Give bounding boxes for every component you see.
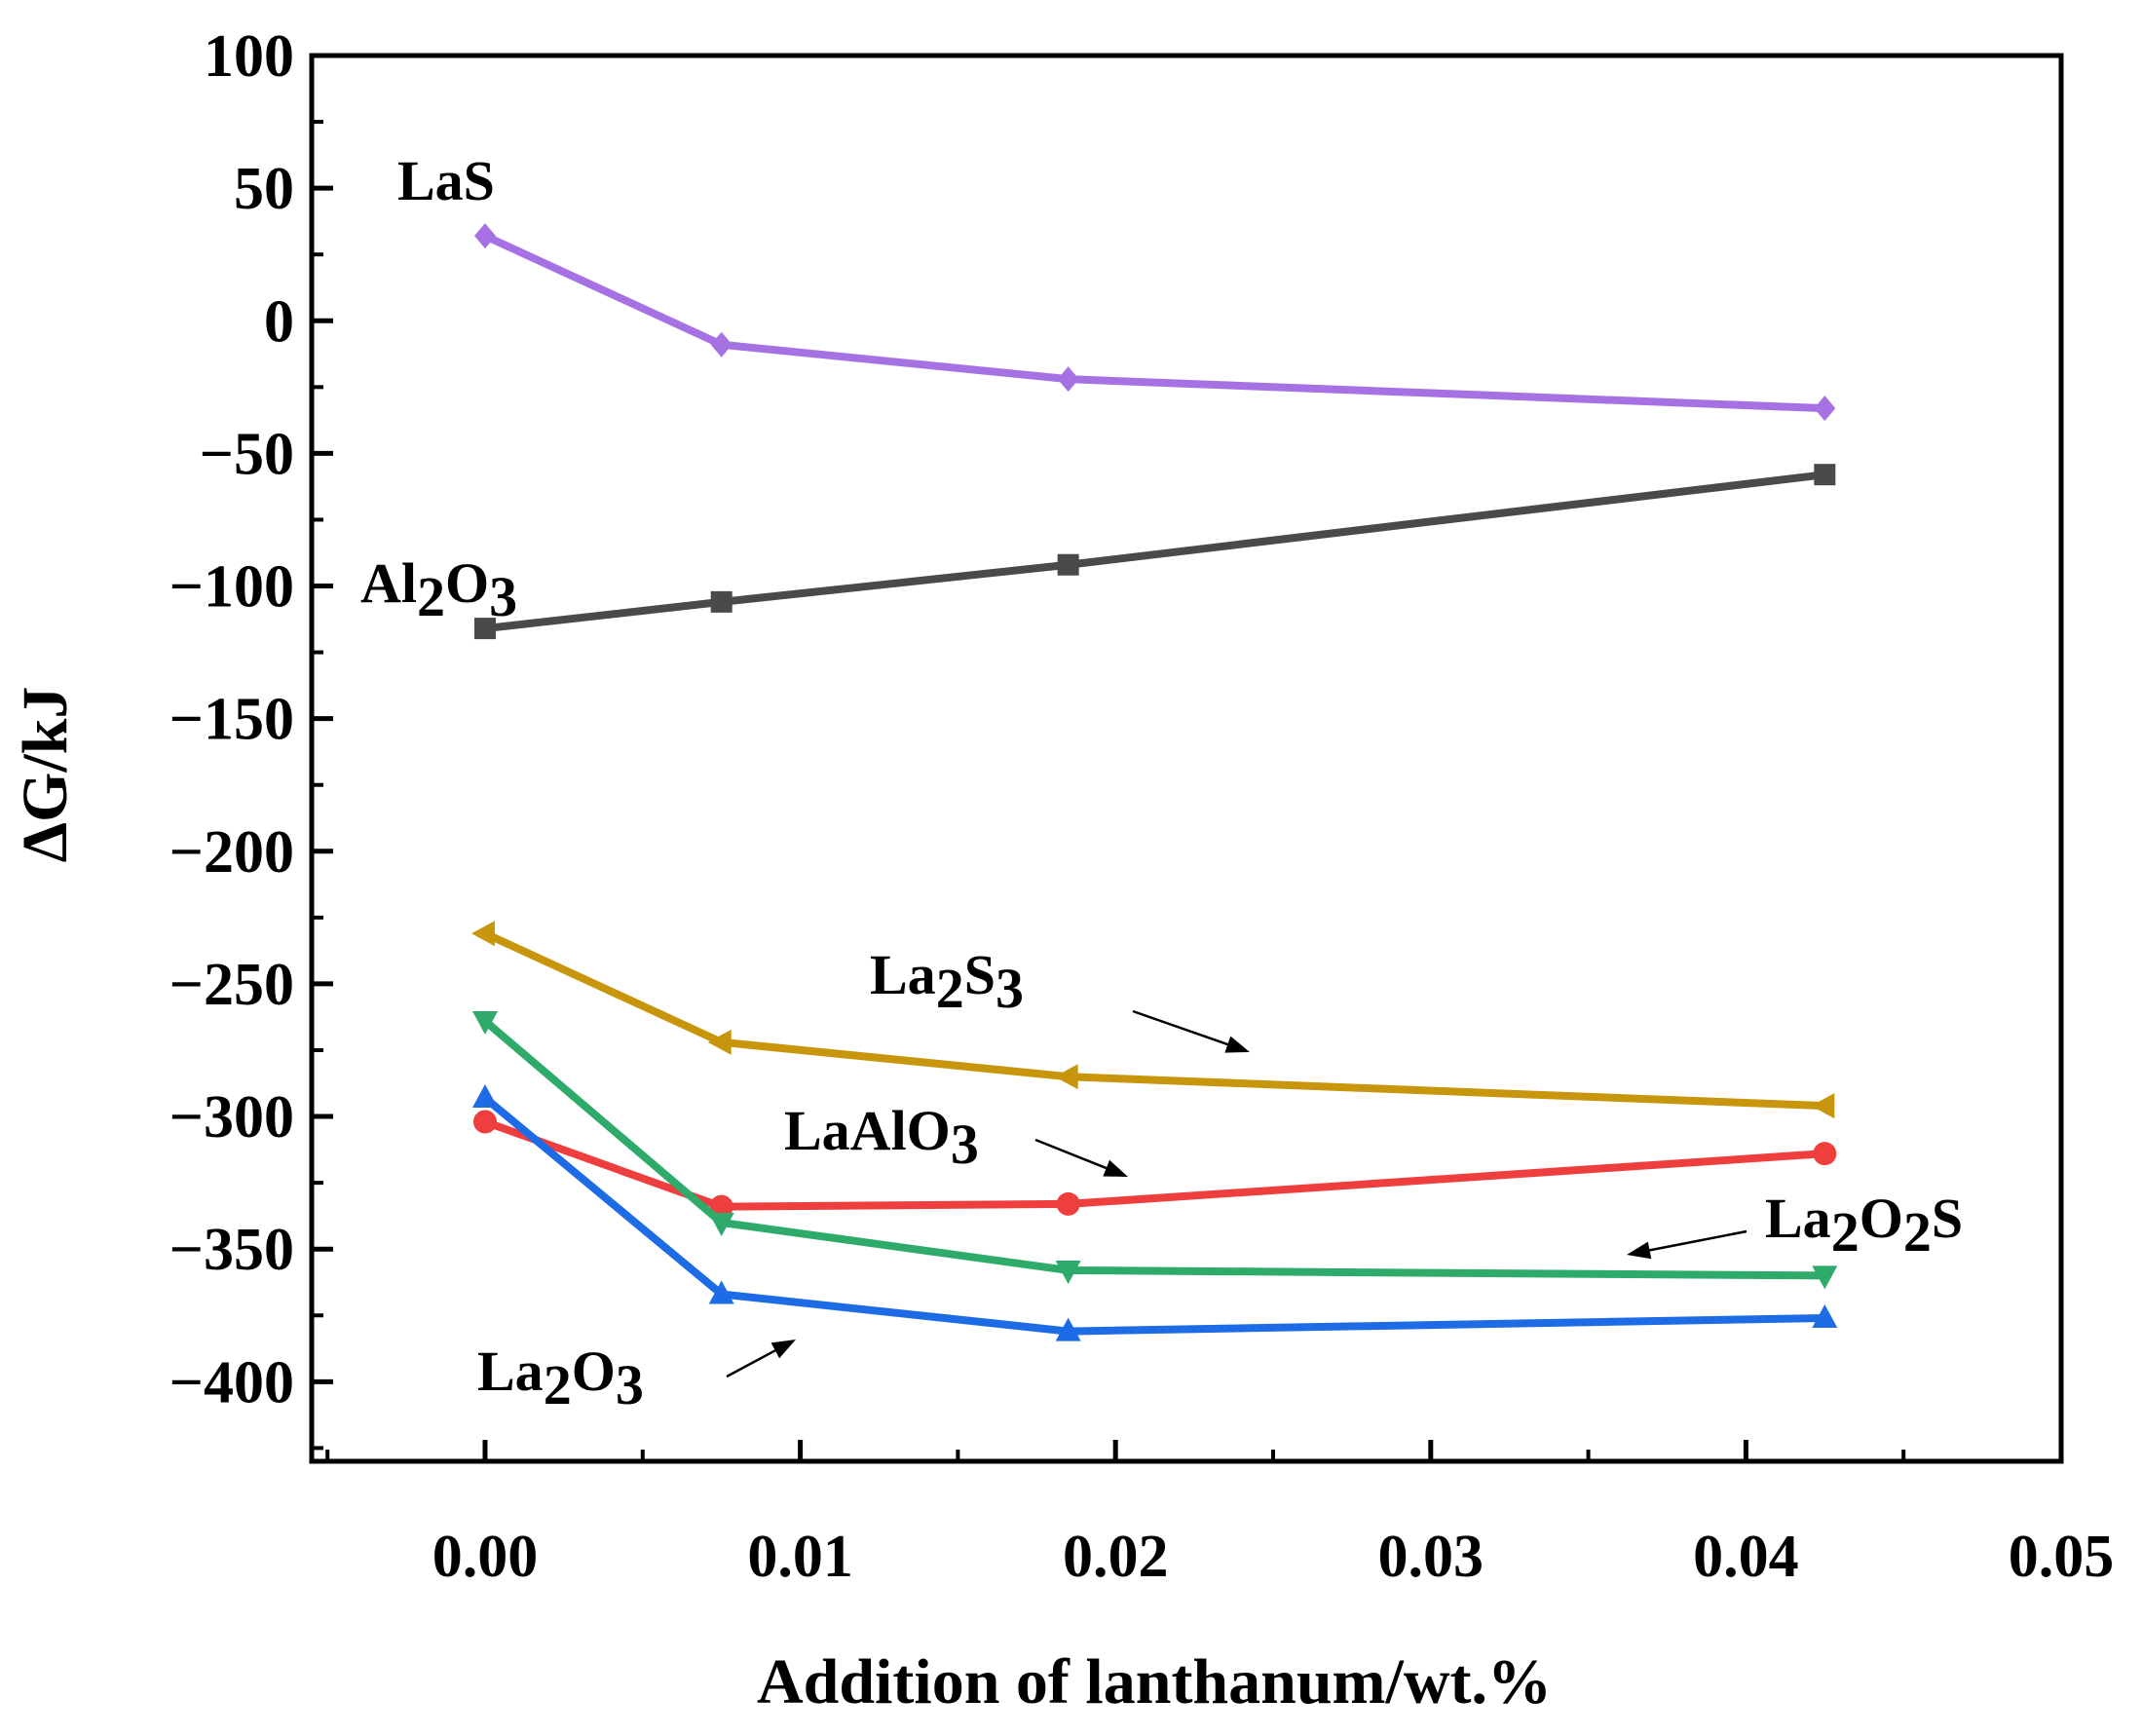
data-point — [1055, 1317, 1081, 1341]
y-tick-label: 0 — [264, 288, 294, 355]
data-point — [473, 223, 496, 249]
series-label-LaS: LaS — [397, 149, 495, 212]
annotations: LaS Al2O3 La2S3 LaAlO3 La2O2S La2O3 — [360, 149, 1963, 1416]
data-point — [472, 1110, 497, 1134]
data-point — [710, 590, 733, 613]
arrow-head — [1103, 1159, 1128, 1177]
data-point — [1057, 366, 1079, 393]
series-line — [483, 232, 1825, 413]
arrow-La2O3 — [726, 1340, 796, 1378]
arrow-La2O2S — [1627, 1229, 1747, 1260]
arrow-shaft — [1132, 1009, 1228, 1046]
data-point — [471, 1011, 498, 1036]
y-axis-title: ΔG/kJ — [10, 687, 81, 863]
data-point — [470, 921, 495, 947]
arrow-shaft — [726, 1349, 776, 1378]
arrow-LaAlO3 — [1034, 1138, 1128, 1177]
data-point — [1057, 553, 1079, 576]
arrow-La2S3 — [1132, 1009, 1250, 1053]
series-line — [483, 1117, 1825, 1211]
plot-frame — [309, 53, 2064, 1464]
arrow-head — [1627, 1241, 1652, 1260]
x-tick-label: 0.04 — [1693, 1524, 1799, 1590]
y-tick-label: 50 — [234, 156, 294, 222]
series-La2O2S — [471, 1011, 1838, 1290]
data-point — [1056, 1191, 1080, 1216]
y-tick-label: −150 — [169, 687, 294, 753]
plot-border — [309, 53, 2064, 1464]
data-point — [1054, 1064, 1078, 1090]
series-label-La2S3: La2S3 — [870, 943, 1024, 1020]
x-tick-label: 0.02 — [1063, 1524, 1169, 1590]
x-tick-label: 0.03 — [1378, 1524, 1484, 1590]
series-LaAlO3 — [472, 1110, 1837, 1219]
y-tick-label: 100 — [204, 23, 294, 90]
data-point — [1812, 1303, 1838, 1328]
series-LaS — [473, 223, 1836, 422]
y-tick-label: −350 — [169, 1217, 294, 1283]
series-label-La2O2S: La2O2S — [1765, 1187, 1963, 1264]
data-point — [473, 618, 496, 640]
arrow-shaft — [1649, 1229, 1747, 1252]
data-point — [1812, 1265, 1838, 1290]
arrow-shaft — [1034, 1138, 1108, 1170]
series-label-Al2O3: Al2O3 — [360, 551, 517, 628]
data-point — [708, 1212, 734, 1236]
data-point — [1814, 396, 1836, 422]
data-point — [1814, 464, 1836, 486]
data-point — [1813, 1142, 1837, 1166]
y-tick-label: −400 — [169, 1349, 294, 1415]
series-layer — [470, 223, 1838, 1341]
x-tick-label: 0.00 — [432, 1524, 539, 1590]
series-La2S3 — [470, 921, 1835, 1119]
y-tick-label: −50 — [200, 421, 294, 487]
data-point — [708, 1280, 734, 1304]
y-tick-label: −300 — [169, 1084, 294, 1151]
series-label-LaAlO3: LaAlO3 — [784, 1099, 979, 1176]
series-La2O3 — [471, 1083, 1838, 1341]
data-point — [710, 331, 733, 358]
x-tick-label: 0.01 — [747, 1524, 853, 1590]
data-point — [1811, 1093, 1835, 1119]
data-point — [707, 1029, 732, 1055]
data-point — [1055, 1260, 1081, 1284]
data-point — [471, 1083, 498, 1108]
y-axis: 100 50 0 −50 −100 −150 −200 −250 −300 −350 −400 — [169, 23, 333, 1451]
series-line — [482, 1017, 1825, 1280]
x-axis: 0.00 0.01 0.02 0.03 0.04 0.05 — [325, 1440, 2115, 1590]
y-tick-label: −200 — [169, 819, 294, 886]
y-tick-label: −250 — [169, 952, 294, 1018]
arrow-head — [770, 1340, 796, 1359]
series-line — [483, 929, 1825, 1111]
series-label-La2O3: La2O3 — [477, 1340, 644, 1416]
x-tick-label: 0.05 — [2009, 1524, 2115, 1590]
y-tick-label: −100 — [169, 554, 294, 621]
series-line — [482, 1094, 1825, 1336]
series-line — [484, 471, 1825, 633]
series-Al2O3 — [473, 464, 1836, 640]
x-axis-title: Addition of lanthanum/wt.% — [757, 1646, 1552, 1717]
arrow-head — [1224, 1036, 1250, 1053]
